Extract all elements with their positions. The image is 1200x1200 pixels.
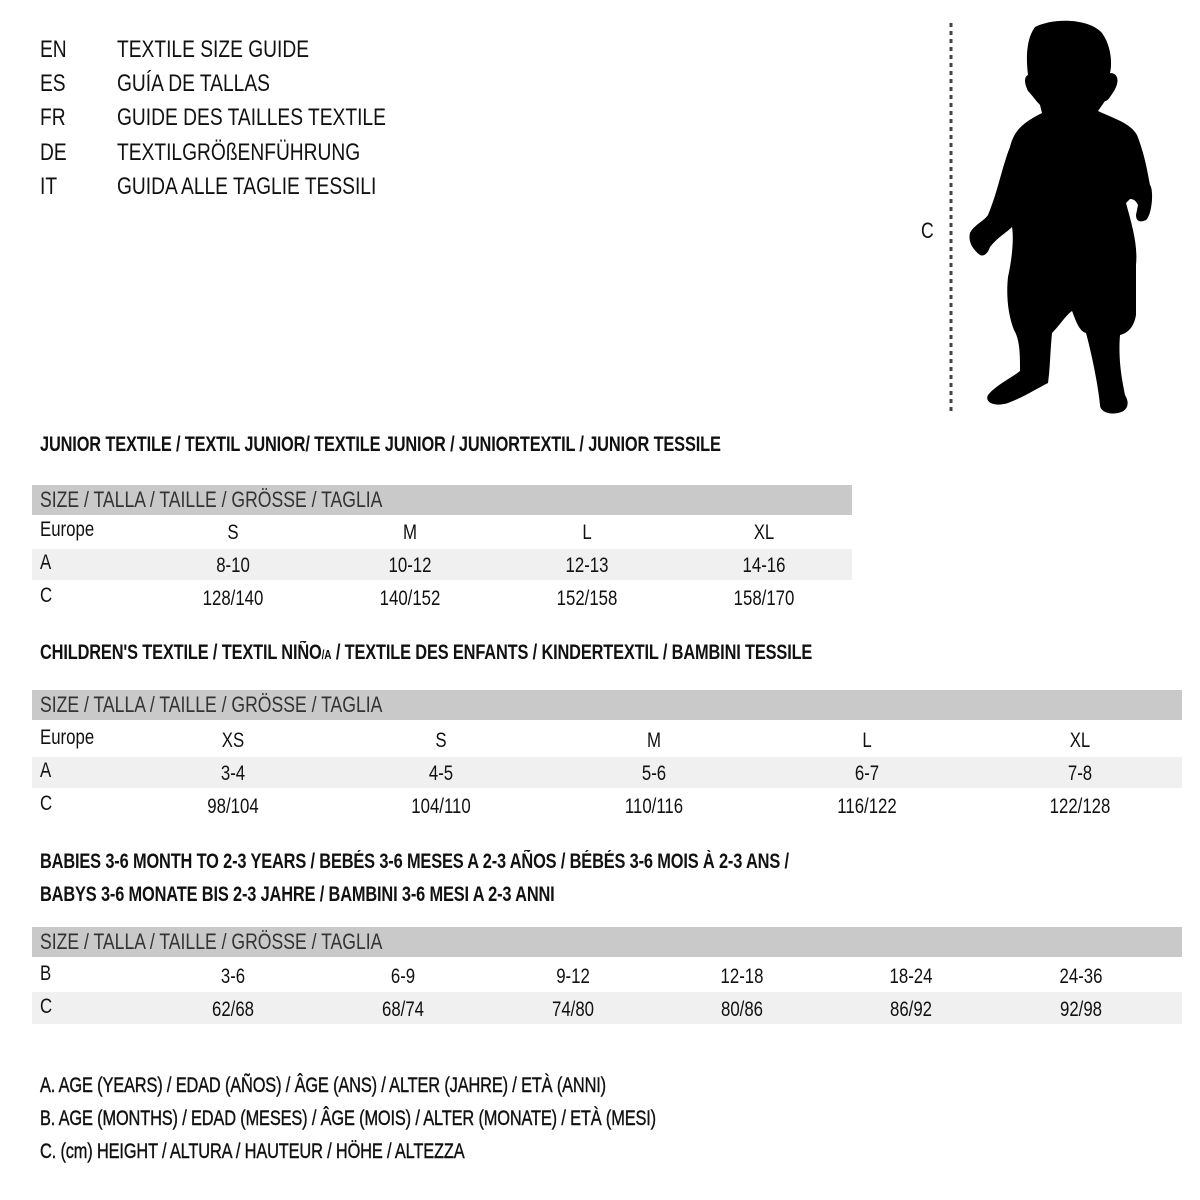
table-header-bar: SIZE / TALLA / TAILLE / GRÖSSE / TAGLIA [32,690,1182,720]
heading-text: CHILDREN'S TEXTILE / TEXTIL NIÑO [40,641,322,664]
row-label: B [40,962,52,985]
table-cell: 68/74 [381,998,425,1021]
table-cell: 3-4 [220,762,246,785]
table-cell: 5-6 [641,762,667,785]
title-text: GUÍA DE TALLAS [117,70,270,97]
heading-subscript: /A [321,647,332,662]
table-cell: 7-8 [1067,762,1093,785]
table-cell: 10-12 [388,554,432,577]
section-heading: BABYS 3-6 MONATE BIS 2-3 JAHRE / BAMBINI… [40,883,555,906]
table-cell: M [647,729,661,752]
row-label: Europe [40,726,95,749]
child-silhouette-icon [949,20,1153,415]
table-cell: 122/128 [1049,795,1111,818]
table-cell: 14-16 [742,554,786,577]
table-cell: XS [221,729,245,752]
table-cell: S [227,521,239,544]
measure-label: C [921,218,934,243]
row-label: Europe [40,518,95,541]
table-header-bar: SIZE / TALLA / TAILLE / GRÖSSE / TAGLIA [32,485,852,515]
table-cell: 8-10 [216,554,250,577]
legend-item: B. AGE (MONTHS) / EDAD (MESES) / ÂGE (MO… [40,1107,656,1130]
title-text: TEXTILGRÖßENFÜHRUNG [117,139,361,166]
table-cell: 3-6 [220,965,246,988]
row-band [32,757,1182,788]
table-cell: M [403,521,417,544]
table-cell: L [582,521,592,544]
lang-code: FR [40,104,66,131]
title-text: GUIDA ALLE TAGLIE TESSILI [117,173,377,200]
section-heading: BABIES 3-6 MONTH TO 2-3 YEARS / BEBÉS 3-… [40,850,789,873]
table-header-bar: SIZE / TALLA / TAILLE / GRÖSSE / TAGLIA [32,927,1182,957]
row-label: C [40,792,53,815]
table-cell: 116/122 [837,795,897,818]
row-label: C [40,584,53,607]
table-header: SIZE / TALLA / TAILLE / GRÖSSE / TAGLIA [40,692,383,717]
table-cell: L [862,729,872,752]
row-label: A [40,551,52,574]
row-band [32,549,852,580]
table-cell: 74/80 [551,998,595,1021]
table-cell: 110/116 [624,795,684,818]
table-cell: 152/158 [556,587,618,610]
table-cell: 18-24 [889,965,933,988]
table-cell: 98/104 [207,795,259,818]
row-band [32,992,1182,1024]
table-cell: 4-5 [428,762,454,785]
table-cell: 24-36 [1059,965,1103,988]
table-cell: XL [753,521,775,544]
table-cell: 104/110 [411,795,471,818]
section-heading: JUNIOR TEXTILE / TEXTIL JUNIOR/ TEXTILE … [40,433,721,456]
lang-code: IT [40,173,58,200]
table-cell: 12-13 [565,554,609,577]
heading-text: / TEXTILE DES ENFANTS / KINDERTEXTIL / B… [331,641,813,664]
table-cell: 80/86 [720,998,764,1021]
table-cell: XL [1069,729,1091,752]
table-cell: 128/140 [202,587,264,610]
lang-code: DE [40,139,67,166]
table-cell: 6-9 [390,965,416,988]
table-cell: 140/152 [379,587,441,610]
row-label: A [40,759,52,782]
table-cell: 92/98 [1059,998,1103,1021]
row-label: C [40,995,53,1018]
table-header: SIZE / TALLA / TAILLE / GRÖSSE / TAGLIA [40,487,383,512]
legend-item: C. (cm) HEIGHT / ALTURA / HAUTEUR / HÖHE… [40,1140,465,1163]
table-header: SIZE / TALLA / TAILLE / GRÖSSE / TAGLIA [40,929,383,954]
table-cell: 9-12 [556,965,590,988]
table-cell: 62/68 [211,998,255,1021]
table-cell: 6-7 [854,762,880,785]
table-cell: 158/170 [733,587,795,610]
lang-code: EN [40,36,67,63]
title-text: GUIDE DES TAILLES TEXTILE [117,104,386,131]
title-text: TEXTILE SIZE GUIDE [117,36,310,63]
table-cell: S [435,729,447,752]
table-cell: 86/92 [889,998,933,1021]
table-cell: 12-18 [720,965,764,988]
section-heading: CHILDREN'S TEXTILE / TEXTIL NIÑO/A / TEX… [40,640,812,668]
legend-item: A. AGE (YEARS) / EDAD (AÑOS) / ÂGE (ANS)… [40,1074,606,1097]
lang-code: ES [40,70,66,97]
